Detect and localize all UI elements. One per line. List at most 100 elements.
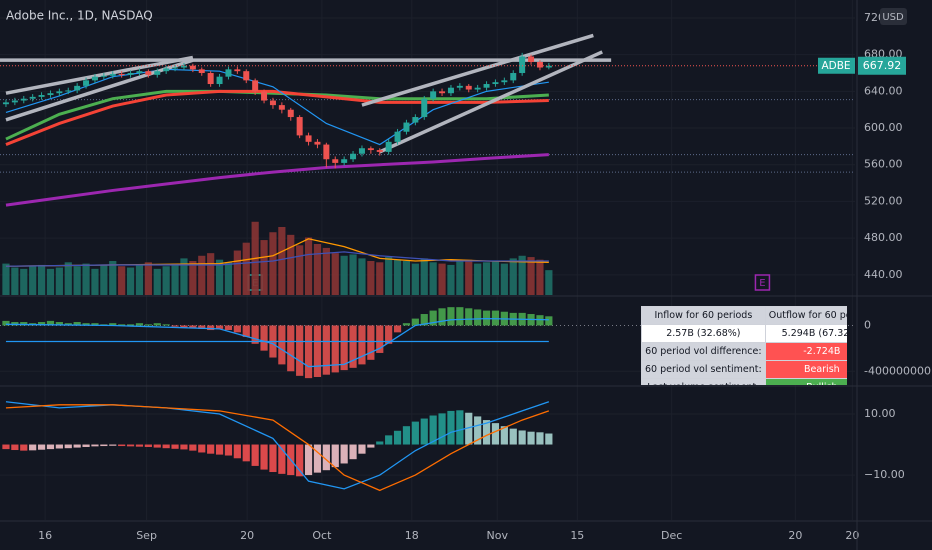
histogram-bar (358, 325, 366, 365)
candle-body (385, 141, 392, 152)
histogram-bar (278, 444, 286, 474)
x-tick-label: 15 (570, 529, 584, 542)
histogram-bar (180, 325, 188, 328)
volume-bar (376, 262, 384, 295)
candle-body (323, 144, 330, 160)
y-tick-label: 10.00 (864, 407, 896, 420)
volume-bar (313, 244, 322, 295)
histogram-bar (20, 444, 28, 451)
x-tick-label: 20 (845, 529, 859, 542)
y-tick-label: 640.00 (864, 84, 903, 97)
candle-body (456, 85, 463, 88)
candle-body (314, 141, 321, 145)
candle-body (536, 62, 543, 68)
table-cell: Inflow for 60 periods (641, 306, 766, 325)
table-cell: Last volume sentiment: (641, 378, 766, 385)
histogram-bar (260, 325, 268, 351)
histogram-bar (171, 325, 179, 327)
table-cell: 60 period vol difference: (641, 342, 766, 361)
candle-body (252, 80, 259, 92)
histogram-bar (37, 444, 46, 450)
volume-bar (37, 264, 46, 295)
histogram-bar (393, 430, 402, 445)
volume-bar (100, 264, 108, 295)
histogram-bar (46, 320, 55, 326)
histogram-bar (518, 430, 526, 445)
histogram-bar (304, 444, 313, 476)
chart-title: Adobe Inc., 1D, NASDAQ (6, 9, 153, 23)
histogram-bar (91, 444, 99, 447)
x-tick-label: Oct (312, 529, 332, 542)
trend-line (5, 58, 194, 122)
trend-line (379, 50, 603, 154)
histogram-bar (313, 444, 322, 473)
histogram-bar (233, 325, 241, 333)
histogram-bar (198, 325, 206, 329)
volume-bar (358, 258, 366, 295)
histogram-bar (313, 325, 322, 377)
volume-bar (29, 266, 37, 295)
moving-average (5, 89, 549, 141)
histogram-bar (429, 310, 437, 326)
candle-body (287, 109, 294, 118)
histogram-bar (536, 432, 544, 445)
candle-body (545, 65, 552, 68)
histogram-bar (2, 444, 10, 450)
histogram-bar (215, 325, 224, 329)
volume-bar (118, 266, 126, 295)
moving-average (5, 153, 549, 207)
histogram-bar (37, 322, 46, 326)
volume-bar (82, 263, 90, 295)
volume-bar (296, 245, 304, 295)
histogram-bar (420, 418, 428, 445)
candle-body (492, 82, 499, 85)
volume-bar (385, 257, 393, 295)
currency-badge[interactable] (880, 8, 907, 25)
table-row: 60 period vol sentiment: Bearish (641, 360, 847, 379)
histogram-bar (171, 444, 179, 449)
histogram-bar (447, 307, 455, 326)
histogram-bar (438, 413, 446, 445)
histogram-bar (509, 428, 517, 445)
histogram-bar (153, 444, 161, 448)
volume-bar (509, 258, 517, 295)
table-cell: Outflow for 60 periods (764, 306, 847, 325)
histogram-bar (126, 324, 135, 326)
table-cell: Bullish (764, 378, 847, 385)
histogram-bar (11, 322, 19, 326)
histogram-bar (474, 309, 482, 326)
histogram-bar (429, 415, 437, 445)
histogram-bar (215, 444, 224, 455)
ticker-label: ADBE (821, 60, 850, 72)
candle-body (358, 148, 365, 154)
histogram-bar (100, 444, 108, 447)
indicator-line (5, 251, 549, 267)
volume-bar (269, 232, 277, 295)
histogram-bar (456, 410, 464, 445)
volume-bar (465, 259, 473, 295)
grid (0, 324, 855, 326)
table-row: 60 period vol difference: -2.724B (641, 342, 847, 361)
histogram-bar (135, 323, 144, 326)
histogram-bar (322, 444, 330, 471)
volume-bar (438, 263, 446, 295)
candle-body (305, 135, 312, 142)
volume-bar (46, 268, 55, 295)
y-tick-label: -400000000 (864, 364, 931, 377)
x-tick-label: 16 (38, 529, 52, 542)
volume-bar (215, 259, 224, 295)
histogram-bar (322, 325, 330, 375)
volume-bar (242, 242, 250, 295)
table-cell: -2.724B (764, 342, 847, 361)
histogram-bar (153, 323, 161, 326)
volume-bar (447, 264, 455, 295)
y-tick-label: 560.00 (864, 158, 903, 171)
plot: 16Sep20Oct18Nov15Dec2020720.00680.00640.… (0, 11, 931, 542)
table-cell: 60 period vol sentiment: (641, 360, 766, 379)
candle-body (207, 73, 214, 85)
table-cell: Bearish (764, 360, 847, 379)
candle-body (261, 91, 268, 101)
histogram-bar (367, 444, 375, 448)
